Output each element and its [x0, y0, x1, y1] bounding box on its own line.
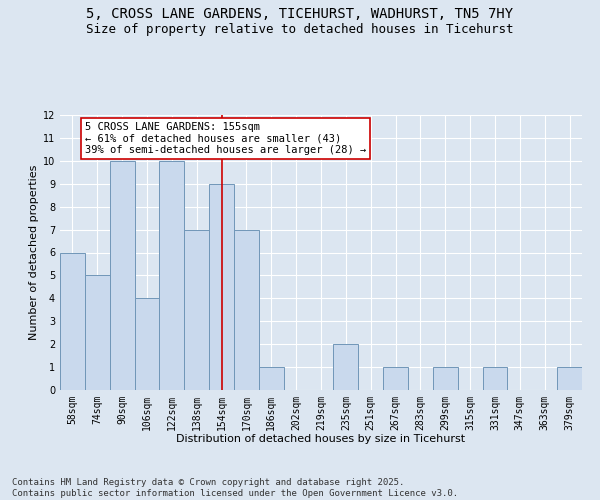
Bar	[110, 161, 134, 390]
Bar	[433, 367, 458, 390]
Text: 5 CROSS LANE GARDENS: 155sqm
← 61% of detached houses are smaller (43)
39% of se: 5 CROSS LANE GARDENS: 155sqm ← 61% of de…	[85, 122, 366, 155]
Bar	[234, 230, 259, 390]
Bar	[482, 367, 508, 390]
Bar	[184, 230, 209, 390]
Bar	[259, 367, 284, 390]
Bar	[383, 367, 408, 390]
Y-axis label: Number of detached properties: Number of detached properties	[29, 165, 38, 340]
Bar	[60, 252, 85, 390]
Text: Size of property relative to detached houses in Ticehurst: Size of property relative to detached ho…	[86, 22, 514, 36]
Bar	[134, 298, 160, 390]
Text: Contains HM Land Registry data © Crown copyright and database right 2025.
Contai: Contains HM Land Registry data © Crown c…	[12, 478, 458, 498]
Bar	[160, 161, 184, 390]
Bar	[557, 367, 582, 390]
X-axis label: Distribution of detached houses by size in Ticehurst: Distribution of detached houses by size …	[176, 434, 466, 444]
Bar	[209, 184, 234, 390]
Bar	[334, 344, 358, 390]
Text: 5, CROSS LANE GARDENS, TICEHURST, WADHURST, TN5 7HY: 5, CROSS LANE GARDENS, TICEHURST, WADHUR…	[86, 8, 514, 22]
Bar	[85, 276, 110, 390]
